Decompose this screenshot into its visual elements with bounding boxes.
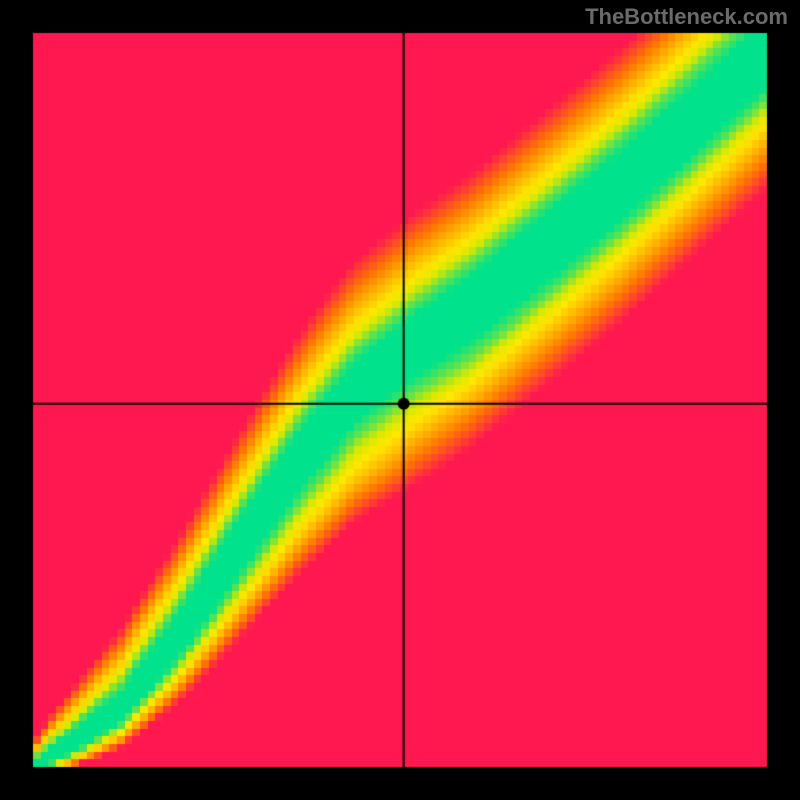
chart-container: TheBottleneck.com — [0, 0, 800, 800]
watermark-text: TheBottleneck.com — [585, 4, 788, 30]
bottleneck-heatmap — [0, 0, 800, 800]
